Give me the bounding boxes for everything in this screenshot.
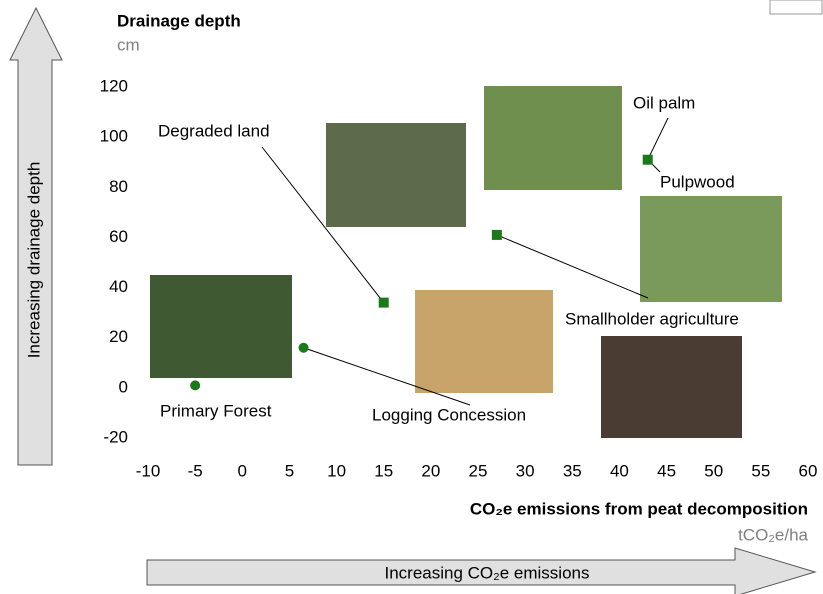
point-label: Oil palm <box>633 93 695 112</box>
chart-title: Drainage depth <box>117 11 241 30</box>
point <box>491 229 502 240</box>
x-axis-label: CO₂e emissions from peat decomposition <box>470 499 808 518</box>
point <box>642 154 653 165</box>
y-tick-label: 40 <box>109 277 128 296</box>
y-arrow-label: Increasing drainage depth <box>24 162 43 359</box>
frame-corner <box>769 0 823 15</box>
point-label: Primary Forest <box>160 401 272 420</box>
x-tick-label: 45 <box>657 461 676 480</box>
y-tick-label: 80 <box>109 177 128 196</box>
y-tick-label: 20 <box>109 327 128 346</box>
point-label: Smallholder agriculture <box>565 309 739 328</box>
y-tick-label: 100 <box>100 127 128 146</box>
x-tick-label: -10 <box>136 461 161 480</box>
x-tick-label: 55 <box>751 461 770 480</box>
leader-line <box>303 347 471 406</box>
point <box>298 342 309 353</box>
point-label: Degraded land <box>158 121 270 140</box>
leader-line <box>647 117 669 160</box>
point-label: Pulpwood <box>660 172 735 191</box>
x-tick-label: 25 <box>469 461 488 480</box>
x-tick-label: -5 <box>188 461 203 480</box>
x-arrow-label: Increasing CO₂e emissions <box>384 563 589 582</box>
x-arrow <box>146 547 817 594</box>
leader-line <box>261 146 385 303</box>
x-tick-label: 35 <box>563 461 582 480</box>
x-tick-label: 60 <box>799 461 818 480</box>
x-tick-label: 20 <box>421 461 440 480</box>
y-tick-label: -20 <box>103 427 128 446</box>
x-tick-label: 15 <box>374 461 393 480</box>
y-unit: cm <box>117 35 140 54</box>
point <box>190 380 201 391</box>
x-tick-label: 40 <box>610 461 629 480</box>
y-tick-label: 60 <box>109 227 128 246</box>
leader-line <box>496 234 649 299</box>
x-tick-label: 0 <box>238 461 247 480</box>
y-tick-label: 120 <box>100 76 128 95</box>
x-tick-label: 10 <box>327 461 346 480</box>
point <box>378 297 389 308</box>
x-tick-label: 5 <box>285 461 294 480</box>
x-tick-label: 50 <box>704 461 723 480</box>
point-label: Logging Concession <box>372 405 526 424</box>
y-arrow <box>9 6 63 466</box>
x-unit: tCO₂e/ha <box>738 525 808 544</box>
y-tick-label: 0 <box>119 377 128 396</box>
x-tick-label: 30 <box>516 461 535 480</box>
photos <box>150 86 782 438</box>
